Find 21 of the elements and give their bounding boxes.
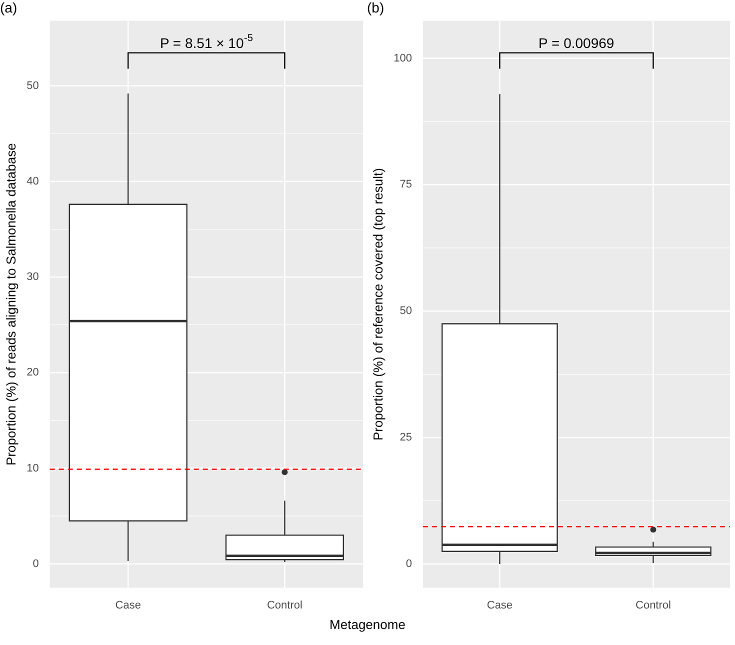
y-tick-label: 30 <box>26 271 39 284</box>
x-tick-label: Control <box>636 599 671 612</box>
y-tick-label: 50 <box>26 80 39 92</box>
x-axis-title: Metagenome <box>328 617 406 632</box>
y-tick-label: 100 <box>394 52 412 64</box>
y-axis-title: Proportion (%) of reference covered (top result) <box>370 168 386 441</box>
y-tick-label: 10 <box>26 462 39 474</box>
y-tick-label: 50 <box>400 305 412 318</box>
y-tick-label: 75 <box>400 178 412 191</box>
y-tick-label: 20 <box>26 366 39 379</box>
x-tick-label: Case <box>486 599 513 612</box>
y-tick-label: 25 <box>400 432 412 444</box>
x-tick-label: Case <box>115 599 141 612</box>
annotation: P = 0.00969 <box>538 34 614 51</box>
y-axis-title: Proportion (%) of reads aligning to Salmonella database <box>3 143 18 466</box>
chart-title: (b) <box>367 0 384 16</box>
chart-title: (a) <box>0 0 18 16</box>
y-tick-label: 0 <box>406 558 412 570</box>
y-tick-label: 0 <box>32 558 39 570</box>
y-tick-label: 40 <box>26 175 39 188</box>
x-tick-label: Control <box>266 599 302 612</box>
